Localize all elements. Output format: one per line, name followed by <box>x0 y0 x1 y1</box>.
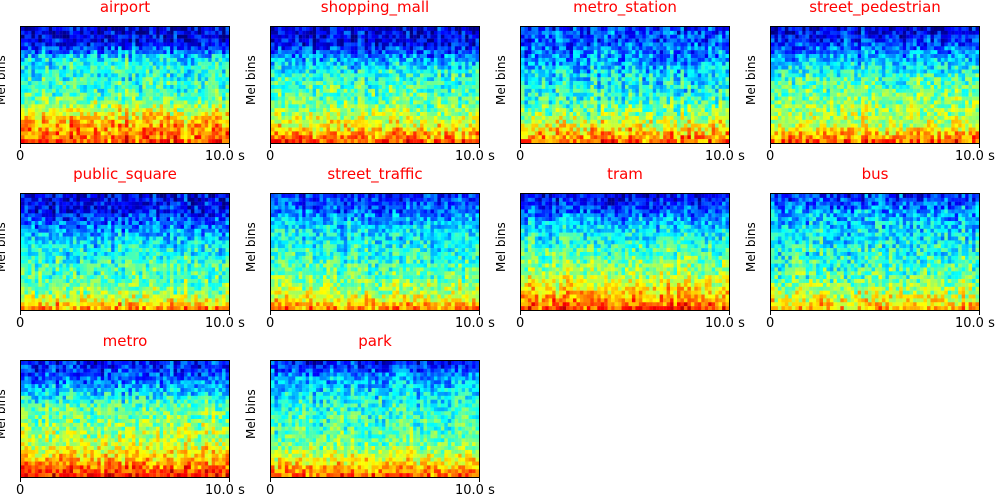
spectrogram-plot-area <box>520 193 730 311</box>
panel-title: shopping_mall <box>270 0 480 16</box>
x-tick-label: 0 <box>766 149 774 164</box>
x-tick <box>729 144 730 148</box>
x-tick <box>770 311 771 315</box>
spectrogram-plot-area <box>270 193 480 311</box>
x-tick-label: 0 <box>266 316 274 331</box>
x-tick-label: 10.0 s <box>955 316 995 331</box>
x-tick <box>270 311 271 315</box>
x-tick-label: 10.0 s <box>705 149 745 164</box>
spectrogram-plot-area <box>20 360 230 478</box>
x-tick <box>520 144 521 148</box>
y-axis-label: Mel bins <box>0 399 8 439</box>
x-tick <box>979 144 980 148</box>
x-tick <box>729 311 730 315</box>
x-tick <box>479 478 480 482</box>
x-tick-label: 10.0 s <box>955 149 995 164</box>
x-tick <box>20 311 21 315</box>
x-tick-label: 0 <box>266 483 274 498</box>
spectrogram-image <box>521 27 729 143</box>
panel-title: metro_station <box>520 0 730 16</box>
x-tick <box>520 311 521 315</box>
x-tick-label: 0 <box>266 149 274 164</box>
x-tick-label: 10.0 s <box>455 483 495 498</box>
panel-title: airport <box>20 0 230 16</box>
x-tick <box>20 478 21 482</box>
spectrogram-plot-area <box>270 26 480 144</box>
y-axis-label: Mel bins <box>0 65 8 105</box>
spectrogram-image <box>21 194 229 310</box>
x-tick <box>229 144 230 148</box>
panel-title: street_pedestrian <box>770 0 980 16</box>
x-tick-label: 0 <box>766 316 774 331</box>
x-tick <box>270 144 271 148</box>
spectrogram-plot-area <box>770 26 980 144</box>
panel-title: bus <box>770 165 980 183</box>
x-tick <box>20 144 21 148</box>
spectrogram-panel: airport Mel bins 0 10.0 s <box>0 0 250 167</box>
x-tick-label: 0 <box>16 483 24 498</box>
x-tick-label: 10.0 s <box>205 483 245 498</box>
x-tick <box>770 144 771 148</box>
y-axis-label: Mel bins <box>494 232 508 272</box>
spectrogram-plot-area <box>20 193 230 311</box>
spectrogram-image <box>521 194 729 310</box>
y-axis-label: Mel bins <box>244 65 258 105</box>
y-axis-label: Mel bins <box>494 65 508 105</box>
x-tick-label: 0 <box>516 316 524 331</box>
spectrogram-image <box>271 361 479 477</box>
y-axis-label: Mel bins <box>0 232 8 272</box>
spectrogram-panel: metro Mel bins 0 10.0 s <box>0 334 250 501</box>
y-axis-label: Mel bins <box>244 232 258 272</box>
x-tick-label: 10.0 s <box>205 316 245 331</box>
panel-title: street_traffic <box>270 165 480 183</box>
x-tick <box>479 311 480 315</box>
spectrogram-image <box>21 361 229 477</box>
panel-title: public_square <box>20 165 230 183</box>
x-tick-label: 10.0 s <box>455 316 495 331</box>
panel-title: tram <box>520 165 730 183</box>
spectrogram-image <box>771 27 979 143</box>
x-tick <box>229 478 230 482</box>
x-tick-label: 0 <box>516 149 524 164</box>
panel-title: park <box>270 332 480 350</box>
spectrogram-plot-area <box>770 193 980 311</box>
x-tick <box>479 144 480 148</box>
spectrogram-plot-area <box>270 360 480 478</box>
x-tick-label: 10.0 s <box>455 149 495 164</box>
x-tick-label: 10.0 s <box>705 316 745 331</box>
x-tick-label: 0 <box>16 316 24 331</box>
spectrogram-plot-area <box>520 26 730 144</box>
spectrogram-panel: public_square Mel bins 0 10.0 s <box>0 167 250 334</box>
x-tick <box>229 311 230 315</box>
x-tick <box>270 478 271 482</box>
x-tick-label: 0 <box>16 149 24 164</box>
y-axis-label: Mel bins <box>244 399 258 439</box>
spectrogram-image <box>271 194 479 310</box>
spectrogram-plot-area <box>20 26 230 144</box>
spectrogram-image <box>771 194 979 310</box>
spectrogram-image <box>271 27 479 143</box>
x-tick-label: 10.0 s <box>205 149 245 164</box>
y-axis-label: Mel bins <box>744 232 758 272</box>
x-tick <box>979 311 980 315</box>
panel-title: metro <box>20 332 230 350</box>
spectrogram-image <box>21 27 229 143</box>
y-axis-label: Mel bins <box>744 65 758 105</box>
